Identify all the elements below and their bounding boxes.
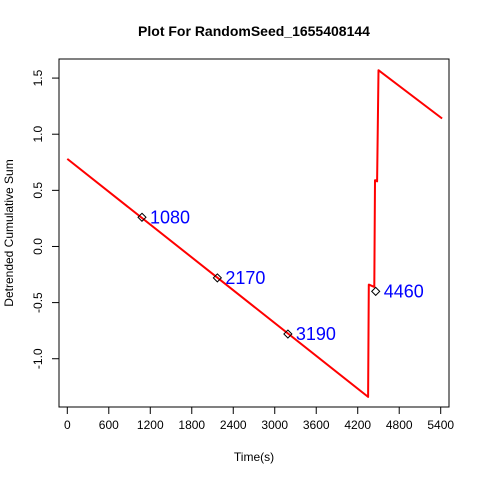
marker-label: 1080 bbox=[150, 207, 190, 227]
marker-label: 4460 bbox=[384, 281, 424, 301]
marker-label: 3190 bbox=[296, 324, 336, 344]
y-axis: -1.0 -0.5 0.0 0.5 1.0 1.5 bbox=[31, 69, 60, 369]
x-tick-label: 4800 bbox=[386, 418, 413, 432]
x-tick-label: 2400 bbox=[220, 418, 247, 432]
chart-title: Plot For RandomSeed_1655408144 bbox=[138, 23, 370, 39]
y-axis-label: Detrended Cumulative Sum bbox=[2, 159, 16, 306]
x-axis-label: Time(s) bbox=[234, 450, 274, 464]
x-axis: 0 600 1200 1800 2400 3000 3600 4200 4800 5400 bbox=[64, 406, 454, 432]
series-line bbox=[66, 69, 443, 398]
marker-diamond bbox=[212, 273, 223, 283]
marker-label: 2170 bbox=[225, 268, 265, 288]
y-tick-label: 1.5 bbox=[31, 69, 45, 86]
x-tick-label: 3600 bbox=[303, 418, 330, 432]
marker-diamond bbox=[370, 286, 381, 297]
x-tick-label: 4200 bbox=[344, 418, 371, 432]
x-tick-label: 3000 bbox=[261, 418, 288, 432]
y-tick-label: -1.0 bbox=[31, 348, 45, 369]
x-tick-label: 600 bbox=[99, 418, 119, 432]
y-tick-label: 1.0 bbox=[31, 126, 45, 143]
x-tick-label: 1800 bbox=[178, 418, 205, 432]
x-tick-label: 5400 bbox=[427, 418, 454, 432]
markers-group: 1080 2170 3190 4460 bbox=[137, 207, 424, 344]
x-tick-label: 0 bbox=[64, 418, 71, 432]
marker-diamond bbox=[283, 329, 293, 339]
y-tick-label: -0.5 bbox=[31, 292, 45, 313]
y-tick-label: 0.5 bbox=[31, 182, 45, 199]
series-group bbox=[66, 69, 443, 398]
y-tick-label: 0.0 bbox=[31, 238, 45, 255]
x-tick-label: 1200 bbox=[137, 418, 164, 432]
marker-diamond bbox=[137, 212, 147, 222]
